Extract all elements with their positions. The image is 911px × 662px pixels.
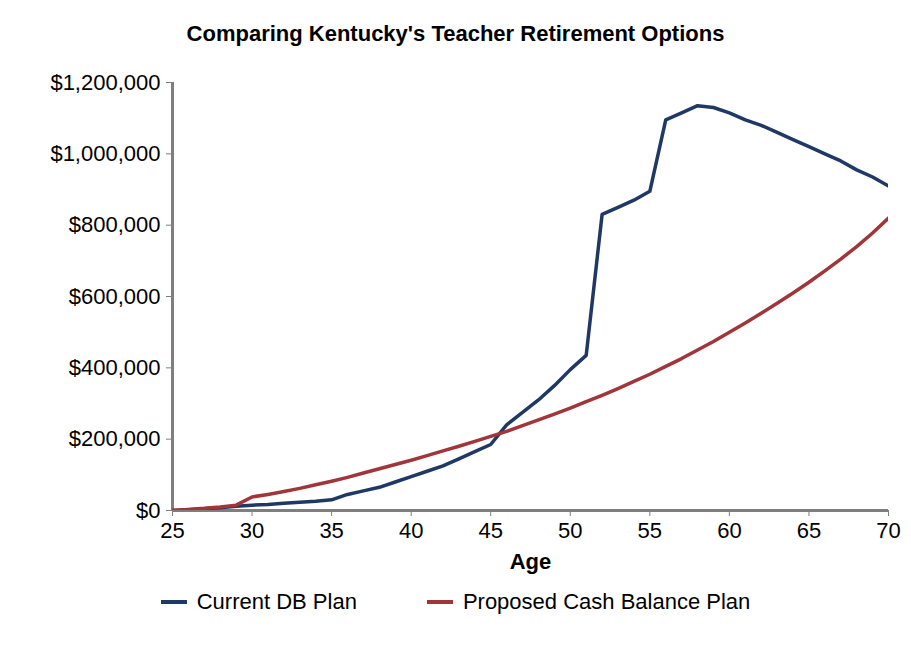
svg-text:55: 55 (638, 518, 662, 543)
svg-text:$0: $0 (136, 498, 160, 523)
svg-text:45: 45 (478, 518, 502, 543)
svg-text:70: 70 (876, 518, 900, 543)
svg-text:$600,000: $600,000 (69, 284, 161, 309)
html-text:Comparing Kentucky's Teacher R: Comparing Kentucky's Teacher Retirement … (186, 21, 725, 46)
svg-text:50: 50 (558, 518, 582, 543)
svg-text:$800,000: $800,000 (69, 212, 161, 237)
svg-text:60: 60 (717, 518, 741, 543)
svg-text:25: 25 (160, 518, 184, 543)
svg-text:$400,000: $400,000 (69, 355, 161, 380)
svg-text:35: 35 (319, 518, 343, 543)
svg-text:40: 40 (399, 518, 423, 543)
html-text:Current DB Plan: Current DB Plan (196, 589, 357, 614)
svg-text:$1,200,000: $1,200,000 (50, 70, 160, 95)
svg-text:$200,000: $200,000 (69, 426, 161, 451)
svg-text:65: 65 (797, 518, 821, 543)
svg-text:Age: Age (510, 549, 552, 574)
svg-text:$1,000,000: $1,000,000 (50, 141, 160, 166)
svg-text:30: 30 (240, 518, 264, 543)
html-text:Proposed Cash Balance Plan: Proposed Cash Balance Plan (462, 589, 751, 614)
